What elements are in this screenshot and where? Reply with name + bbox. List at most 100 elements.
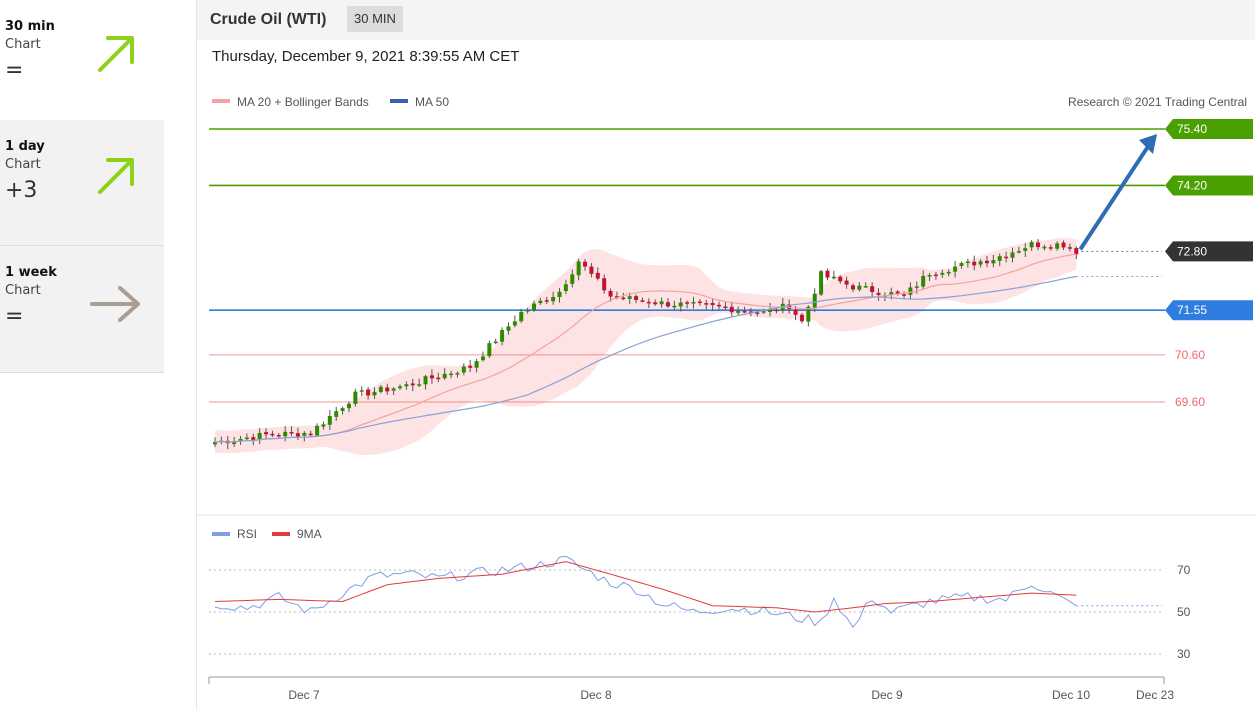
candle-body [525, 309, 530, 312]
copyright: Research © 2021 Trading Central [1068, 95, 1247, 109]
candle-body [506, 326, 511, 331]
candle-body [946, 271, 951, 274]
candle-body [321, 424, 326, 427]
candle-body [244, 437, 249, 440]
candle-body [602, 278, 607, 291]
candle-body [391, 388, 396, 391]
timeframe-score: = [5, 304, 24, 329]
candle-body [276, 435, 281, 437]
candle-body [787, 304, 792, 310]
level-label: 74.20 [1177, 178, 1207, 192]
x-tick-label: Dec 10 [1052, 688, 1090, 702]
candle-body [927, 275, 932, 277]
timeframe-card-1week[interactable]: 1 week Chart = [0, 246, 164, 373]
candle-body [914, 286, 919, 288]
legend-swatch-9ma [272, 532, 290, 536]
candle-body [902, 294, 907, 296]
candle-body [544, 300, 549, 302]
candle-body [729, 306, 734, 313]
rsi-tick-label: 70 [1177, 563, 1191, 577]
candle-body [895, 291, 900, 294]
candle-body [736, 310, 741, 313]
candle-body [346, 403, 351, 409]
candle-body [493, 341, 498, 344]
candle-body [455, 373, 460, 375]
candle-body [672, 305, 677, 308]
level-tag [1165, 175, 1253, 196]
candle-body [1067, 247, 1072, 249]
candle-body [583, 261, 588, 267]
level-label: 70.60 [1175, 348, 1205, 362]
level-label: 69.60 [1175, 395, 1205, 409]
candle-body [921, 275, 926, 287]
candle-body [423, 376, 428, 385]
legend-label-ma50: MA 50 [415, 95, 449, 109]
candle-body [404, 384, 409, 387]
level-labels: 75.40 74.20 72.80 71.55 70.60 69.60 [1165, 119, 1253, 409]
candle-body [461, 366, 466, 373]
candle-body [538, 300, 543, 304]
candle-body [372, 391, 377, 396]
candle-body [634, 296, 639, 300]
candle-body [576, 261, 581, 276]
candle-body [398, 386, 403, 389]
candle-body [474, 361, 479, 368]
candle-body [551, 296, 556, 302]
candle-body [359, 390, 364, 392]
rsi-tick-label: 50 [1177, 605, 1191, 619]
target-arrow-head [1139, 134, 1157, 154]
level-tag [1165, 119, 1253, 139]
candle-body [1074, 248, 1079, 255]
candle-body [908, 287, 913, 295]
x-tick-label: Dec 23 [1136, 688, 1174, 702]
candle-body [889, 292, 894, 295]
candle-body [844, 280, 849, 285]
level-lines [209, 128, 1165, 403]
timeframe-card-30min[interactable]: 30 min Chart = [0, 0, 164, 121]
candle-body [1061, 242, 1066, 248]
timeframe-card-1day[interactable]: 1 day Chart +3 [0, 120, 164, 246]
candle-body [468, 365, 473, 368]
timeframe-sub: Chart [5, 283, 41, 298]
legend-swatch-ma20 [212, 99, 230, 103]
timeframe-sidebar: 30 min Chart = 1 day Chart +3 1 week Cha… [0, 0, 164, 710]
candle-body [487, 343, 492, 357]
candle-body [442, 373, 447, 379]
candle-body [1016, 251, 1021, 253]
candle-body [264, 432, 269, 435]
rsi-legend: RSI 9MA [212, 527, 322, 541]
timeframe-name: 1 day [5, 139, 45, 154]
candle-body [327, 416, 332, 425]
candle-body [480, 356, 485, 361]
candle-body [940, 272, 945, 275]
ma20-line [214, 253, 1077, 443]
candle-body [1004, 256, 1009, 259]
candle-body [953, 266, 958, 272]
candle-body [308, 433, 313, 436]
candle-body [563, 284, 568, 292]
candle-body [614, 296, 619, 298]
price-chart: MA 20 + Bollinger Bands MA 50 Research ©… [197, 95, 1255, 702]
candle-body [1042, 246, 1047, 249]
candle-body [512, 321, 517, 326]
candle-body [799, 314, 804, 322]
candle-body [806, 306, 811, 322]
timeframe-sub: Chart [5, 157, 41, 172]
bollinger-band [215, 238, 1077, 456]
candle-body [742, 311, 747, 313]
divider [196, 0, 197, 710]
instrument-title: Crude Oil (WTI) [210, 11, 327, 28]
timeframe-name: 30 min [5, 19, 55, 34]
legend-label-9ma: 9MA [297, 527, 322, 541]
rsi-tick-label: 30 [1177, 647, 1191, 661]
candle-body [251, 437, 256, 440]
candle-body [717, 304, 722, 307]
candle-body [1055, 243, 1060, 249]
arrow-up-right-icon [98, 36, 134, 72]
candle-body [340, 408, 345, 411]
candle-body [876, 292, 881, 295]
rsi-line [214, 555, 1077, 629]
interval-badge[interactable]: 30 MIN [347, 6, 403, 32]
level-label: 75.40 [1177, 122, 1207, 136]
candle-body [933, 274, 938, 277]
